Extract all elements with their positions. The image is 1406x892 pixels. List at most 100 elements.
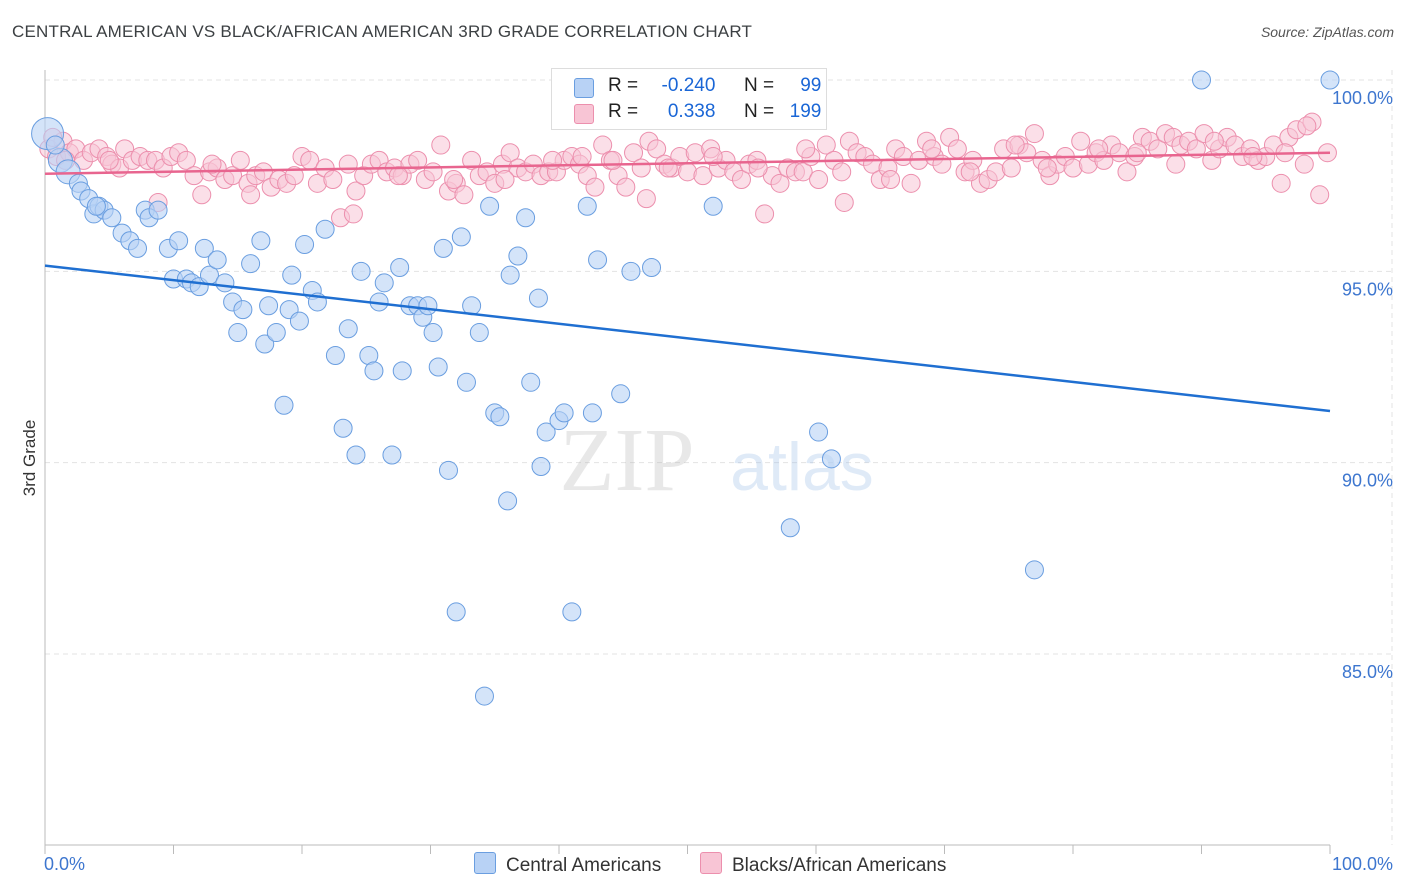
blue-point [809,422,829,442]
x-tick-labels: 0.0% 100.0% [44,854,1393,874]
correlation-legend: R = -0.240 N = 99 R = 0.338 N = 199 [551,68,827,130]
pink-point [748,158,768,178]
blue-point [438,460,458,480]
pink-point [770,173,790,193]
blue-point [703,196,723,216]
blue-point [621,261,641,281]
pink-point [444,169,464,189]
blue-point [233,300,253,320]
blue-point [333,418,353,438]
watermark-zip: ZIP [560,411,695,510]
pink-point [230,150,250,170]
trend-line-blacks [44,151,1331,176]
blue-point [128,238,148,258]
pink-point [647,139,667,159]
pink-point [99,150,119,170]
y-tick-label: 90.0% [1342,471,1393,491]
series-central-points [31,70,1340,706]
pink-point [731,169,751,189]
bottom-legend-label-blacks: Blacks/African Americans [732,855,947,876]
pink-point [960,162,980,182]
y-tick-label: 85.0% [1342,662,1393,682]
pink-point [192,185,212,205]
pink-point [834,192,854,212]
pink-point [593,135,613,155]
pink-point [423,162,443,182]
pink-point [323,169,343,189]
y-tick-labels: 85.0% 90.0% 95.0% 100.0% [1332,88,1393,682]
blue-point [480,196,500,216]
blue-point [508,246,528,266]
pink-point [1117,162,1137,182]
trend-line-central [44,264,1331,413]
pink-point [253,162,273,182]
legend-n-value-blacks: 199 [789,101,822,122]
trend-lines [44,151,1331,413]
blue-point [102,208,122,228]
pink-point [1204,131,1224,151]
blue-point [241,254,261,274]
blue-point [274,395,294,415]
pink-point [809,169,829,189]
pink-point [658,158,678,178]
blue-point [45,135,65,155]
pink-point [947,139,967,159]
pink-point [1127,143,1147,163]
blue-point [315,219,335,239]
pink-point [755,204,775,224]
blue-point [364,361,384,381]
pink-point [1037,158,1057,178]
chart-title: CENTRAL AMERICAN VS BLACK/AFRICAN AMERIC… [12,22,753,41]
pink-point [346,181,366,201]
pink-point [1089,139,1109,159]
blue-point [611,384,631,404]
pink-point [793,162,813,182]
blue-point [259,296,279,316]
pink-point [284,166,304,186]
blue-point [207,250,227,270]
pink-point [832,162,852,182]
blue-point [418,296,438,316]
x-tick-label: 100.0% [1332,854,1393,874]
blue-point [228,323,248,343]
pink-point [343,204,363,224]
blue-point [382,445,402,465]
legend-r-value-blacks: 0.338 [667,101,716,122]
legend-r-label: R = [608,101,639,122]
blue-point [148,200,168,220]
pink-point [1310,185,1330,205]
blue-point [325,346,345,366]
blue-point [456,372,476,392]
pink-point [816,135,836,155]
pink-point [1271,173,1291,193]
blue-point [433,238,453,258]
pink-point [1001,158,1021,178]
pink-point [1294,154,1314,174]
pink-point [693,166,713,186]
watermark-atlas: atlas [730,429,874,505]
bottom-legend-label-central: Central Americans [506,855,662,876]
pink-point [495,169,515,189]
pink-point [388,166,408,186]
blue-point [588,250,608,270]
pink-point [603,150,623,170]
blue-point [446,602,466,622]
bottom-legend-blacks: Blacks/African Americans [700,852,946,877]
legend-r-label: R = [608,75,639,96]
y-axis-label: 3rd Grade [20,420,39,497]
pink-point [431,135,451,155]
blue-point [521,372,541,392]
bottom-legend-swatch-central [474,852,496,874]
bottom-legend-central: Central Americans [474,852,661,877]
blue-point [346,445,366,465]
pink-point [462,150,482,170]
blue-point [282,265,302,285]
blue-point [255,334,275,354]
pink-point [881,169,901,189]
pink-point [922,139,942,159]
legend-swatch-central [574,78,594,98]
blue-point [536,422,556,442]
blue-point [392,361,412,381]
grid-lines [45,70,1393,845]
